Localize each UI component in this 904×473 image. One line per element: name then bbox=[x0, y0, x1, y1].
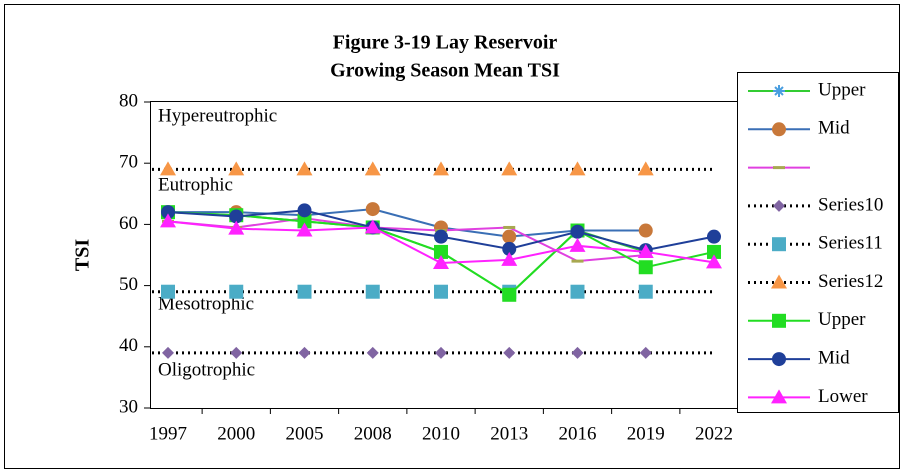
x-tick-label: 2010 bbox=[422, 423, 460, 444]
y-tick-label: 60 bbox=[119, 213, 138, 234]
y-tick-label: 50 bbox=[119, 274, 138, 295]
point bbox=[707, 229, 721, 244]
point bbox=[502, 287, 517, 302]
legend-label: Lower bbox=[818, 386, 868, 407]
point bbox=[706, 254, 722, 269]
legend-marker bbox=[772, 313, 786, 328]
point bbox=[364, 161, 381, 176]
point bbox=[297, 203, 312, 218]
point bbox=[638, 223, 653, 238]
series-line bbox=[168, 208, 646, 238]
point bbox=[501, 251, 518, 266]
point bbox=[160, 161, 176, 176]
legend-label: Mid bbox=[818, 347, 850, 368]
legend-label: Upper bbox=[818, 309, 866, 330]
y-tick-label: 30 bbox=[119, 396, 138, 417]
legend-marker bbox=[773, 85, 785, 97]
point bbox=[160, 213, 176, 228]
legend-label: Mid bbox=[818, 118, 850, 139]
point bbox=[638, 284, 653, 299]
x-tick-label: 2000 bbox=[217, 423, 255, 444]
point bbox=[503, 346, 516, 359]
annotation: Eutrophic bbox=[158, 174, 233, 195]
point bbox=[570, 284, 585, 299]
x-tick-label: 2013 bbox=[490, 423, 528, 444]
x-tick-label: 1997 bbox=[149, 423, 187, 444]
point bbox=[434, 284, 448, 299]
y-axis-label: TSI bbox=[72, 239, 94, 271]
point bbox=[570, 224, 585, 239]
point bbox=[365, 284, 380, 299]
point bbox=[228, 161, 245, 176]
legend-marker bbox=[772, 237, 786, 252]
y-tick-label: 80 bbox=[119, 90, 138, 111]
point bbox=[161, 205, 175, 220]
annotation: Oligotrophic bbox=[158, 359, 255, 380]
chart-subtitle: Growing Season Mean TSI bbox=[330, 60, 560, 82]
point bbox=[571, 346, 584, 359]
point bbox=[433, 161, 449, 176]
point bbox=[569, 161, 586, 176]
legend-marker bbox=[771, 389, 787, 404]
point bbox=[569, 237, 586, 252]
chart-title: Figure 3-19 Lay Reservoir bbox=[333, 32, 558, 54]
point bbox=[502, 241, 517, 256]
point bbox=[297, 284, 312, 299]
point bbox=[229, 284, 244, 299]
point bbox=[228, 220, 245, 235]
point bbox=[637, 161, 654, 176]
point bbox=[502, 229, 517, 244]
point bbox=[433, 254, 449, 269]
point bbox=[638, 260, 653, 275]
point bbox=[298, 346, 311, 359]
legend-marker bbox=[772, 352, 786, 367]
point bbox=[639, 346, 652, 359]
y-tick-label: 70 bbox=[119, 152, 138, 173]
point bbox=[434, 229, 448, 244]
point bbox=[434, 244, 448, 259]
point bbox=[707, 244, 721, 259]
point bbox=[364, 219, 381, 234]
point bbox=[296, 222, 313, 237]
point bbox=[161, 284, 175, 299]
annotation: Hypereutrophic bbox=[158, 105, 277, 126]
point bbox=[435, 346, 447, 359]
legend-label: Series12 bbox=[818, 271, 883, 292]
point bbox=[501, 161, 518, 176]
x-tick-label: 2019 bbox=[627, 423, 665, 444]
point bbox=[365, 202, 380, 217]
legend-marker bbox=[773, 199, 785, 212]
legend-label: Series10 bbox=[818, 194, 883, 215]
legend-label: Upper bbox=[818, 79, 866, 100]
legend-marker bbox=[772, 122, 786, 137]
x-tick-label: 2008 bbox=[354, 423, 392, 444]
x-tick-label: 2005 bbox=[286, 423, 324, 444]
point bbox=[230, 346, 243, 359]
point bbox=[297, 214, 312, 229]
point bbox=[296, 161, 313, 176]
x-tick-label: 2016 bbox=[559, 423, 597, 444]
series-line bbox=[167, 217, 646, 263]
point bbox=[637, 243, 654, 258]
legend-label: Series11 bbox=[818, 233, 883, 254]
y-tick-label: 40 bbox=[119, 335, 138, 356]
point bbox=[162, 346, 174, 359]
x-tick-label: 2022 bbox=[695, 423, 733, 444]
point bbox=[366, 346, 379, 359]
legend-marker bbox=[771, 274, 787, 289]
point bbox=[229, 209, 244, 224]
